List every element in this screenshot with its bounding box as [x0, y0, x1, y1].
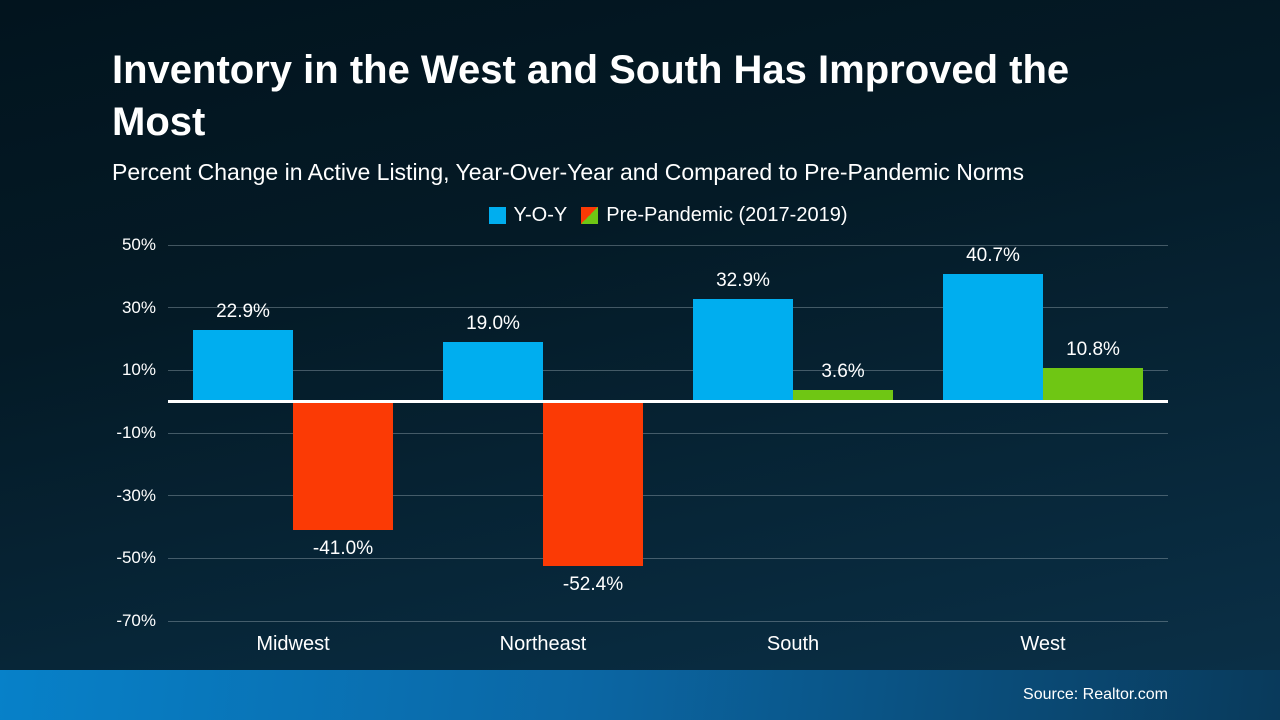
y-tick-label: 10%	[121, 360, 156, 380]
bar-south-yoy	[693, 298, 793, 402]
data-label: 40.7%	[966, 245, 1020, 267]
source-text: Source: Realtor.com	[1023, 686, 1168, 703]
y-axis: 50% 30% 10% -10% -30% -50% -70%	[96, 235, 156, 630]
legend-label: Y-O-Y	[513, 203, 568, 226]
category-label-northeast: Northeast	[499, 633, 587, 655]
y-tick-label: -30%	[116, 485, 156, 505]
chart-title: Inventory in the West and South Has Impr…	[112, 48, 1070, 144]
bar-south-pre-pandemic	[793, 390, 893, 402]
footer-bar: Source: Realtor.com	[0, 670, 1280, 720]
x-axis: Midwest Northeast South West	[168, 633, 1168, 661]
legend-label: Pre-Pandemic (2017-2019)	[606, 203, 848, 226]
y-tick-label: -50%	[116, 548, 156, 568]
bar-midwest-pre-pandemic	[293, 401, 393, 531]
y-tick-label: 30%	[121, 297, 156, 317]
zero-baseline	[168, 400, 1168, 404]
legend-item-pre-pandemic: Pre-Pandemic (2017-2019)	[581, 204, 847, 227]
data-label: -41.0%	[312, 538, 374, 560]
gridline	[168, 432, 1168, 434]
chart-legend: Y-O-Y Pre-Pandemic (2017-2019)	[168, 202, 1168, 228]
bar-northeast-yoy	[443, 342, 543, 402]
bar-northeast-pre-pandemic	[543, 401, 643, 566]
yoy-swatch-icon	[488, 206, 506, 224]
gridline	[168, 369, 1168, 371]
bar-west-yoy	[943, 274, 1043, 402]
bar-west-pre-pandemic	[1043, 367, 1143, 402]
gridline	[168, 620, 1168, 622]
chart-subtitle: Percent Change in Active Listing, Year-O…	[112, 159, 1024, 185]
y-tick-label: -70%	[116, 611, 156, 630]
gridline	[168, 495, 1168, 497]
y-tick-label: 50%	[121, 235, 156, 254]
y-tick-label: -10%	[116, 423, 156, 442]
data-label: -52.4%	[562, 573, 624, 595]
data-label: 22.9%	[216, 300, 270, 322]
category-label-south: South	[766, 633, 820, 655]
data-label: 32.9%	[716, 269, 770, 291]
gridline	[168, 244, 1168, 246]
gridline	[168, 557, 1168, 559]
data-label: 10.8%	[1066, 338, 1120, 360]
pre-pandemic-swatch-icon	[581, 206, 599, 224]
category-label-west: West	[1020, 633, 1066, 655]
plot-area: 22.9% -41.0% 19.0% -52.4% 32.9% 3.6% 40.7% 10.8…	[168, 244, 1168, 622]
data-label: 19.0%	[466, 313, 520, 335]
bar-midwest-yoy	[193, 329, 293, 402]
data-label: 3.6%	[821, 361, 865, 383]
category-label-midwest: Midwest	[256, 633, 330, 655]
legend-item-yoy: Y-O-Y	[488, 203, 568, 227]
gridline	[168, 307, 1168, 309]
